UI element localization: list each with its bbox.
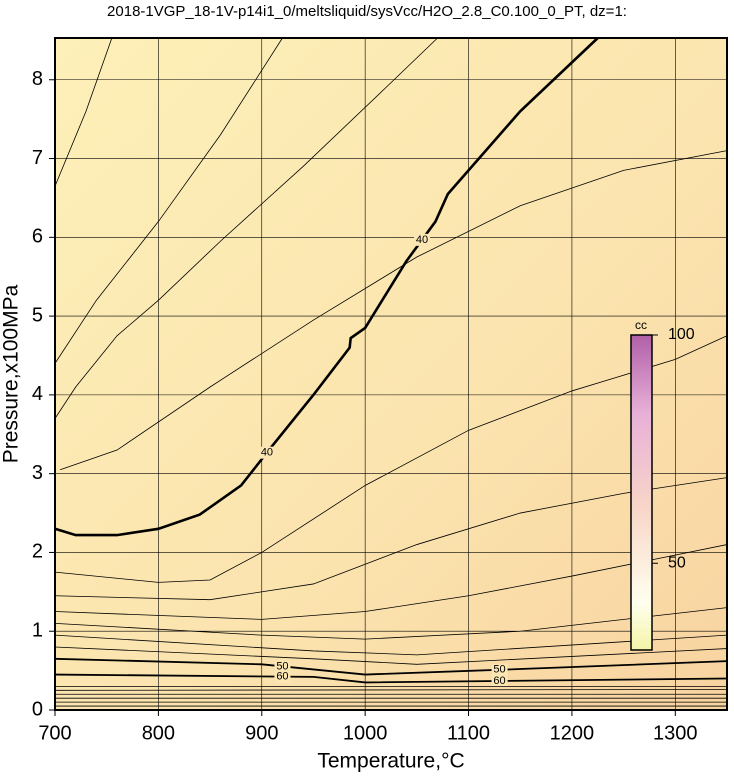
x-tick-label: 1100 — [447, 722, 490, 744]
y-tick-label: 7 — [32, 147, 43, 169]
contour-label: 50 — [276, 660, 288, 672]
contour-line — [54, 544, 728, 620]
colorbar — [630, 334, 653, 651]
colorbar-tick-label: 100 — [668, 326, 695, 343]
contour-label-bg — [491, 674, 508, 687]
x-tick-label: 800 — [142, 722, 175, 744]
contour-line — [54, 37, 283, 364]
plot-frame — [54, 37, 728, 711]
colorbar-tick-label: 50 — [668, 554, 686, 571]
contour-label-bg — [414, 233, 431, 246]
y-tick-label: 3 — [32, 462, 43, 484]
contour-label-bg — [491, 663, 508, 676]
y-tick-label: 2 — [32, 541, 43, 563]
colorbar-label: cc — [635, 318, 647, 332]
y-tick-label: 5 — [32, 304, 43, 326]
x-tick-label: 700 — [38, 722, 71, 744]
contour-line — [54, 477, 728, 601]
contour-label: 40 — [416, 234, 428, 246]
x-axis-label: Temperature,°C — [317, 750, 464, 773]
contour-line — [54, 607, 728, 640]
contour-line — [54, 37, 113, 187]
y-tick-label: 4 — [32, 383, 43, 405]
contour-label-bg — [274, 670, 291, 683]
contour-line — [54, 634, 728, 656]
contour-label: 60 — [493, 675, 505, 687]
chart-title: 2018-1VGP_18-1V-p14i1_0/meltsliquid/sysV… — [107, 3, 627, 20]
x-tick-label: 1000 — [343, 722, 388, 744]
x-tick-label: 1200 — [550, 722, 595, 744]
y-tick-label: 0 — [32, 698, 43, 720]
contour-label: 60 — [276, 671, 288, 683]
contour-line — [54, 37, 599, 537]
plot-background — [55, 38, 727, 710]
contour-line — [54, 646, 728, 665]
x-tick-label: 900 — [245, 722, 278, 744]
contour-label: 50 — [493, 664, 505, 676]
x-tick-label: 1300 — [653, 722, 698, 744]
contour-line — [54, 689, 728, 691]
contour-line — [60, 150, 728, 471]
contour-label-bg — [274, 660, 291, 673]
contour-line — [54, 673, 728, 684]
y-axis-label: Pressure,x100MPa — [0, 284, 23, 463]
y-tick-label: 6 — [32, 226, 43, 248]
contour-line — [54, 37, 438, 419]
y-tick-label: 8 — [32, 68, 43, 90]
y-tick-label: 1 — [32, 620, 43, 642]
contour-label-bg — [258, 446, 275, 459]
contour-label: 40 — [261, 447, 273, 459]
contour-line — [54, 657, 728, 676]
